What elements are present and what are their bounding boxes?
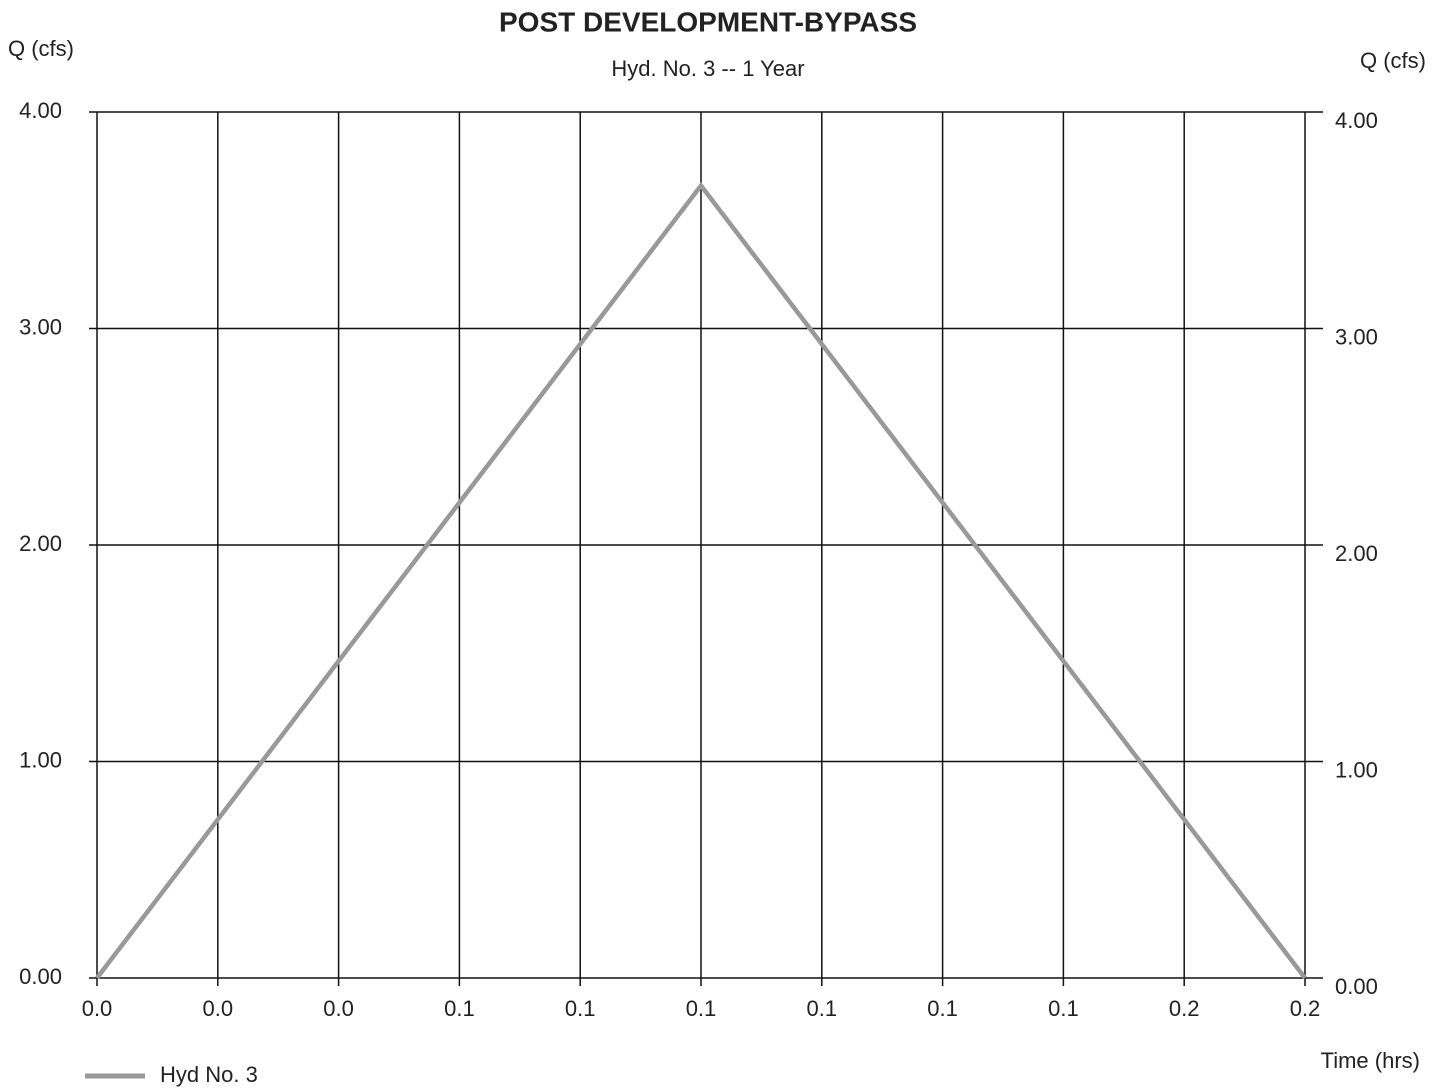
y-tick-label: 4.00 bbox=[19, 98, 62, 123]
y-axis-label: Q (cfs) bbox=[8, 36, 74, 61]
y-tick-label: 2.00 bbox=[19, 531, 62, 556]
x-axis-label: Time (hrs) bbox=[1321, 1048, 1420, 1073]
x-tick-label: 0.1 bbox=[565, 996, 596, 1021]
y2-tick-label: 3.00 bbox=[1335, 324, 1378, 349]
y-tick-label: 3.00 bbox=[19, 314, 62, 339]
x-tick-label: 0.1 bbox=[1048, 996, 1079, 1021]
x-tick-label: 0.0 bbox=[82, 996, 113, 1021]
x-tick-label: 0.1 bbox=[927, 996, 958, 1021]
legend-label: Hyd No. 3 bbox=[160, 1062, 258, 1087]
y2-tick-label: 0.00 bbox=[1335, 974, 1378, 999]
y2-tick-label: 4.00 bbox=[1335, 108, 1378, 133]
y2-tick-label: 1.00 bbox=[1335, 757, 1378, 782]
y-tick-label: 0.00 bbox=[19, 964, 62, 989]
chart-title: POST DEVELOPMENT-BYPASS bbox=[499, 6, 917, 37]
x-tick-label: 0.0 bbox=[323, 996, 354, 1021]
x-tick-label: 0.1 bbox=[807, 996, 838, 1021]
x-tick-label: 0.0 bbox=[203, 996, 234, 1021]
x-tick-label: 0.1 bbox=[686, 996, 717, 1021]
y2-axis-label: Q (cfs) bbox=[1360, 48, 1426, 73]
x-tick-label: 0.2 bbox=[1169, 996, 1200, 1021]
x-tick-label: 0.1 bbox=[444, 996, 475, 1021]
y-tick-label: 1.00 bbox=[19, 747, 62, 772]
y2-tick-label: 2.00 bbox=[1335, 541, 1378, 566]
data-line bbox=[95, 181, 1307, 980]
x-tick-label: 0.2 bbox=[1290, 996, 1321, 1021]
chart-subtitle: Hyd. No. 3 -- 1 Year bbox=[611, 56, 804, 81]
